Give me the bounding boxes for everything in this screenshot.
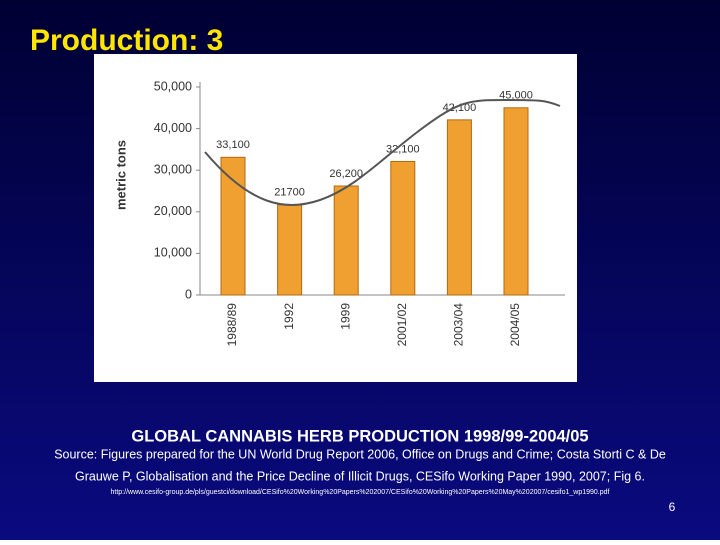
value-label: 45,000 xyxy=(499,90,533,102)
trend-curve xyxy=(204,98,561,207)
y-tick-label: 0 xyxy=(185,287,192,301)
bar xyxy=(220,156,246,296)
bar xyxy=(503,107,529,296)
value-label: 21700 xyxy=(274,187,305,199)
slide-title: Production: 3 xyxy=(30,24,223,57)
x-tick-label: 1988/89 xyxy=(225,303,239,347)
y-tick-label: 10,000 xyxy=(154,246,192,260)
page-number: 6 xyxy=(669,500,676,514)
x-tick-label: 1992 xyxy=(282,303,296,330)
bar xyxy=(446,119,472,296)
source-line: Grauwe P, Globalisation and the Price De… xyxy=(75,469,645,483)
y-tick-label: 40,000 xyxy=(154,121,192,135)
value-label: 32,100 xyxy=(386,143,420,155)
x-tick-label: 1999 xyxy=(338,303,352,330)
bar xyxy=(277,204,303,296)
value-label: 26,200 xyxy=(329,168,363,180)
value-label: 42,100 xyxy=(443,102,477,114)
x-tick-label: 2001/02 xyxy=(395,303,409,347)
value-label: 33,100 xyxy=(216,139,250,151)
x-tick-label: 2003/04 xyxy=(452,303,466,347)
x-tick-label: 2004/05 xyxy=(508,303,522,347)
source-line: Source: Figures prepared for the UN Worl… xyxy=(54,447,666,461)
caption: GLOBAL CANNABIS HERB PRODUCTION 1998/99-… xyxy=(131,427,588,445)
bar xyxy=(333,185,359,296)
source-url: http://www.cesifo-group.de/pls/guestci/d… xyxy=(111,489,610,496)
bar xyxy=(390,160,416,296)
y-tick-label: 30,000 xyxy=(154,162,192,176)
y-tick-label: 20,000 xyxy=(154,204,192,218)
y-tick-label: 50,000 xyxy=(154,79,192,93)
y-axis-label: metric tons xyxy=(113,140,128,210)
